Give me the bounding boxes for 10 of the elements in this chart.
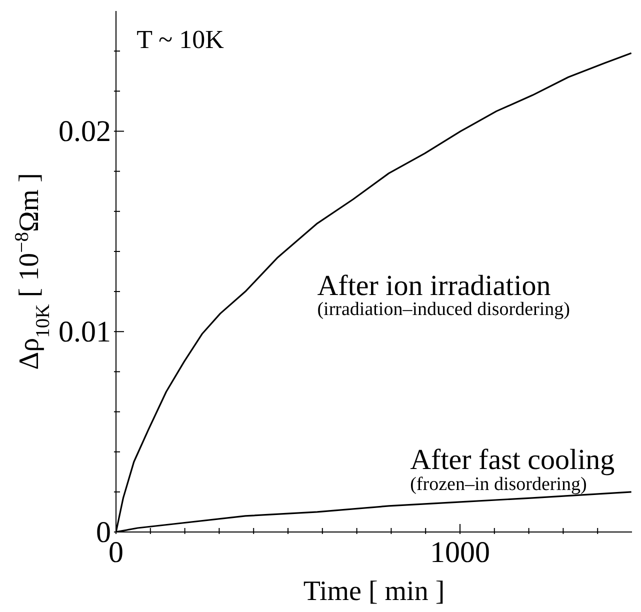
annotation: T ~ 10K — [136, 24, 224, 54]
y-tick-label: 0.01 — [58, 316, 111, 349]
series-label: After ion irradiation — [317, 270, 551, 302]
x-tick-label: 1000 — [430, 536, 490, 569]
y-tick-label: 0.02 — [58, 115, 111, 148]
annotation: (frozen–in disordering) — [410, 474, 587, 495]
x-axis-title: Time [ min ] — [303, 576, 445, 607]
annotation: (irradiation–induced disordering) — [317, 299, 570, 320]
series-label: After fast cooling — [410, 444, 615, 476]
y-tick-label: 0 — [96, 516, 111, 549]
